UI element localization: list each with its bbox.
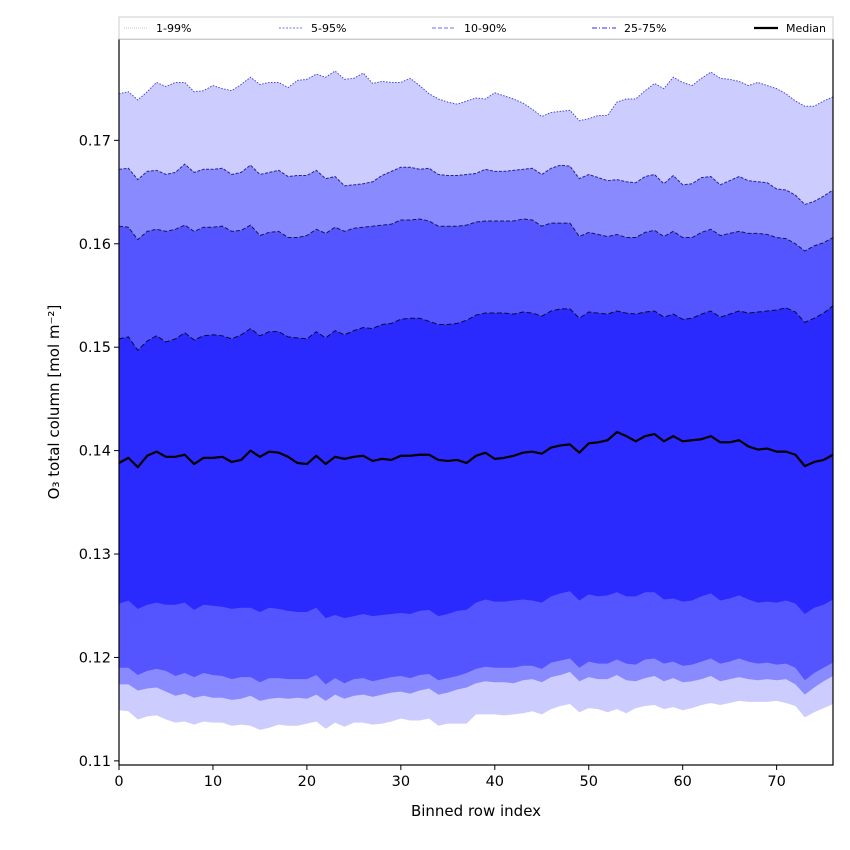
line-25-75pct-upper: [118, 305, 834, 352]
x-tick-label: 30: [392, 774, 410, 790]
y-tick-label: 0.16: [79, 237, 111, 253]
line-10-90pct-upper: [118, 218, 834, 252]
legend-label-1-99pct: 1-99%: [156, 22, 191, 35]
legend-label-5-95pct: 5-95%: [311, 22, 346, 35]
y-tick-label: 0.17: [79, 133, 111, 149]
x-tick-label: 50: [580, 774, 598, 790]
x-tick-label: 10: [204, 774, 222, 790]
legend-label-10-90pct: 10-90%: [464, 22, 506, 35]
y-axis: 0.11 0.12 0.13 0.14 0.15 0.16 0.17: [79, 133, 119, 770]
legend-box: [118, 16, 834, 40]
x-tick-label: 40: [486, 774, 504, 790]
line-5-95pct-upper: [118, 163, 834, 206]
x-tick-label: 60: [673, 774, 691, 790]
band-25-75pct: [119, 305, 833, 619]
line-layer: [118, 70, 834, 469]
legend: 1-99% 5-95% 10-90% 25-75% Median: [118, 16, 834, 40]
band-layer: [119, 71, 833, 730]
y-tick-label: 0.15: [79, 340, 111, 356]
x-axis-label: Binned row index: [411, 802, 541, 820]
x-tick-label: 0: [114, 774, 123, 790]
line-median: [118, 430, 834, 469]
line-1-99pct-upper: [118, 70, 834, 122]
legend-label-25-75pct: 25-75%: [624, 22, 666, 35]
y-tick-label: 0.13: [79, 547, 111, 563]
x-tick-label: 20: [298, 774, 316, 790]
legend-label-median: Median: [786, 22, 826, 35]
x-tick-label: 70: [767, 774, 785, 790]
y-tick-label: 0.14: [79, 444, 111, 460]
y-tick-label: 0.11: [79, 754, 111, 770]
x-axis: 0 10 20 30 40 50 60 70: [114, 765, 786, 790]
y-tick-label: 0.12: [79, 650, 111, 666]
y-axis-label: O₃ total column [mol m⁻²]: [45, 305, 63, 500]
